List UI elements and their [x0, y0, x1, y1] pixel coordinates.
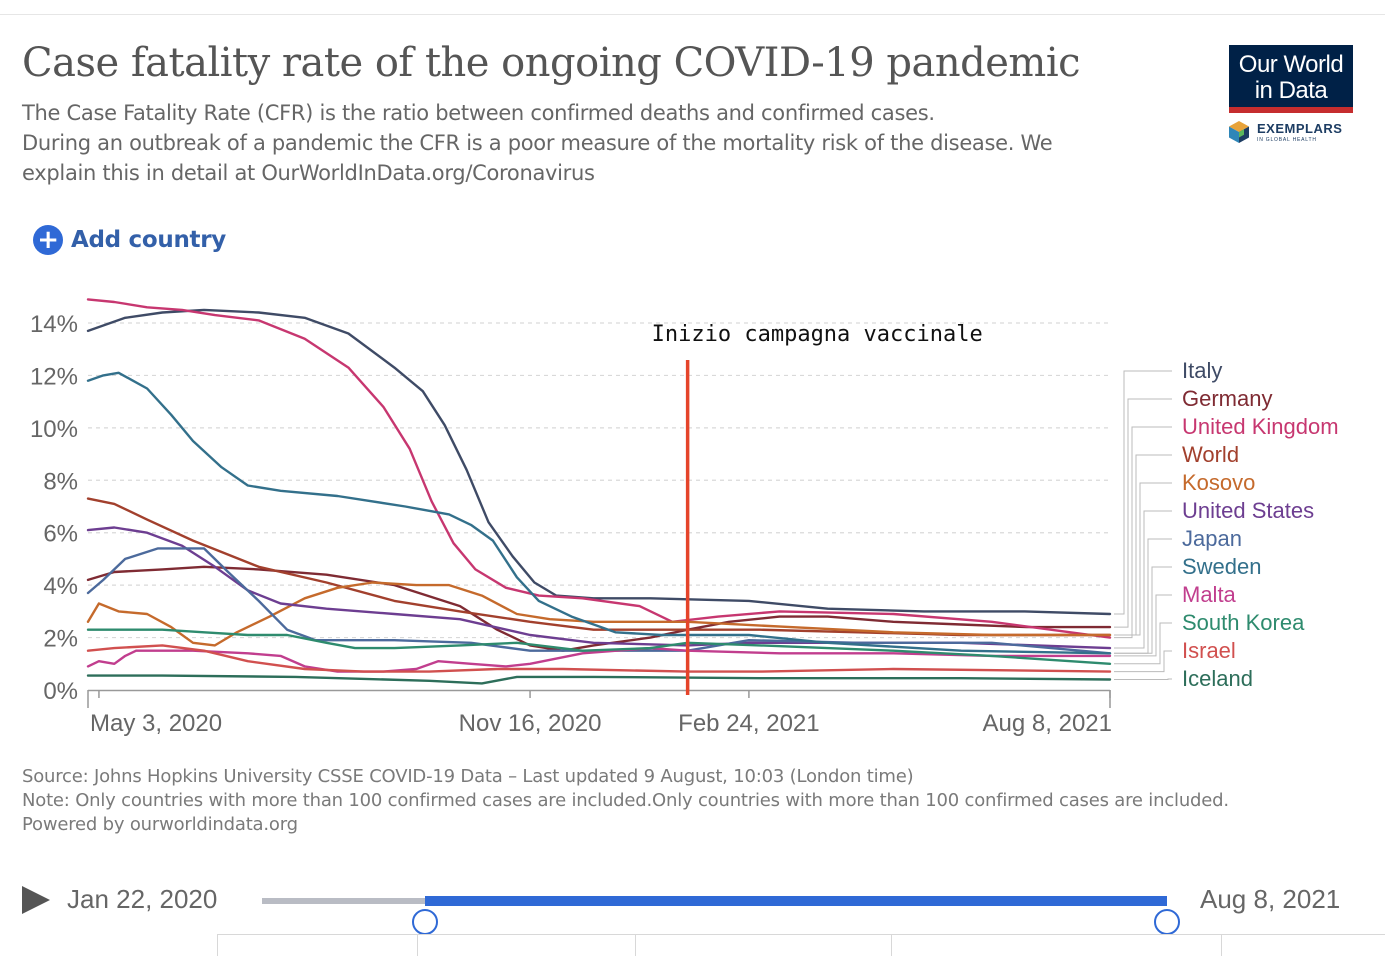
series-line-south-korea	[86, 628, 1112, 665]
legend-label-malta: Malta	[1182, 582, 1237, 607]
logo-line-2: in Data	[1254, 77, 1328, 104]
chart-subtitle: The Case Fatality Rate (CFR) is the rati…	[22, 98, 1142, 188]
y-tick-label: 2%	[43, 626, 78, 653]
add-country-label: Add country	[71, 227, 226, 253]
x-tick-label: Aug 8, 2021	[983, 710, 1112, 737]
timeline-selected-range	[424, 896, 1167, 906]
grid-lines	[88, 322, 1110, 639]
legend-label-kosovo: Kosovo	[1182, 470, 1255, 495]
exemplars-word: EXEMPLARS	[1257, 121, 1343, 136]
legend-label-germany: Germany	[1182, 386, 1272, 411]
legend-connector	[1114, 370, 1172, 615]
legend-label-japan: Japan	[1182, 526, 1242, 551]
series-line-united-states	[86, 526, 1112, 650]
chart-title: Case fatality rate of the ongoing COVID-…	[22, 40, 1081, 86]
legend-label-world: World	[1182, 442, 1239, 467]
add-country-button[interactable]: + Add country	[33, 225, 226, 255]
plus-icon: +	[33, 225, 63, 255]
exemplars-cube-icon	[1229, 121, 1249, 143]
legend-label-united-kingdom: United Kingdom	[1182, 414, 1339, 439]
legend-connector	[1114, 398, 1172, 628]
y-tick-label: 8%	[43, 468, 78, 495]
y-tick-label: 14%	[30, 311, 78, 338]
x-axis: May 3, 2020 Nov 16, 2020 Feb 24, 2021 Aug 8…	[87, 689, 1112, 737]
timeline-start-label: Jan 22, 2020	[67, 884, 218, 914]
legend-connector	[1114, 566, 1172, 654]
legend-label-south-korea: South Korea	[1182, 610, 1305, 635]
tab-bar	[217, 934, 1385, 956]
legend-connector	[1114, 678, 1172, 681]
timeline-track[interactable]	[262, 896, 1180, 935]
y-tick-label: 10%	[30, 416, 78, 443]
legend-connector	[1114, 510, 1172, 649]
legend-label-sweden: Sweden	[1182, 554, 1262, 579]
legend-connector	[1114, 650, 1172, 673]
x-tick-label: May 3, 2020	[90, 710, 222, 737]
series-line-japan	[86, 547, 1112, 655]
cases-note: Note: Only countries with more than 100 …	[22, 790, 1229, 811]
legend-label-iceland: Iceland	[1182, 666, 1253, 691]
series-line-malta	[86, 646, 1112, 673]
source-note: Source: Johns Hopkins University CSSE CO…	[22, 766, 914, 787]
x-tick-label: Nov 16, 2020	[459, 710, 602, 737]
chart-footer: Source: Johns Hopkins University CSSE CO…	[22, 765, 1272, 837]
timeline-start-handle[interactable]	[411, 909, 438, 935]
powered-by-link[interactable]: Powered by ourworldindata.org	[22, 814, 298, 835]
legend-connector	[1114, 454, 1172, 636]
y-tick-label: 4%	[43, 573, 78, 600]
legend-connector	[1114, 426, 1172, 639]
logo-line-1: Our World	[1238, 51, 1344, 78]
series-line-kosovo	[86, 581, 1112, 647]
series-line-iceland	[86, 674, 1112, 685]
series-line-italy	[86, 308, 1112, 616]
series-line-world	[86, 497, 1112, 637]
owid-logo[interactable]: Our World in Data	[1229, 45, 1353, 113]
tab-sources[interactable]	[891, 935, 1221, 956]
tab-download[interactable]	[1221, 935, 1385, 956]
tab-table[interactable]	[635, 935, 891, 956]
timeline-end-handle[interactable]	[1154, 909, 1180, 935]
series-line-sweden	[86, 371, 1112, 655]
subtitle-line: During an outbreak of a pandemic the CFR…	[22, 131, 1053, 155]
timeline-end-label: Aug 8, 2021	[1200, 884, 1341, 914]
tab-map[interactable]	[417, 935, 635, 956]
x-tick-label: Feb 24, 2021	[678, 710, 819, 737]
legend-connector	[1114, 594, 1172, 657]
y-tick-label: 6%	[43, 521, 78, 548]
exemplars-logo[interactable]: EXEMPLARS IN GLOBAL HEALTH	[1227, 120, 1357, 146]
legend-connector	[1114, 482, 1172, 636]
series-line-united-kingdom	[86, 298, 1112, 639]
tab-chart[interactable]	[217, 935, 417, 956]
legend-connector	[1114, 622, 1172, 665]
series-line-israel	[86, 644, 1112, 673]
legend-label-united-states: United States	[1182, 498, 1314, 523]
subtitle-line: The Case Fatality Rate (CFR) is the rati…	[22, 101, 935, 125]
legend: Italy Germany United Kingdom World Kosovo Uni…	[1114, 358, 1339, 691]
series-lines	[86, 298, 1112, 685]
y-tick-label: 12%	[30, 363, 78, 390]
timeline-control: Jan 22, 2020 Aug 8, 2021	[0, 876, 1385, 935]
exemplars-subtitle: IN GLOBAL HEALTH	[1257, 137, 1317, 143]
subtitle-line: explain this in detail at OurWorldInData…	[22, 161, 595, 185]
y-tick-label: 0%	[43, 678, 78, 705]
legend-connector	[1114, 538, 1172, 654]
play-icon[interactable]	[22, 886, 50, 914]
vaccine-annotation: Inizio campagna vaccinale	[652, 322, 983, 695]
y-axis-ticks: 0% 2% 4% 6% 8% 10% 12% 14%	[30, 311, 78, 705]
legend-label-israel: Israel	[1182, 638, 1236, 663]
annotation-label: Inizio campagna vaccinale	[652, 322, 983, 347]
legend-label-italy: Italy	[1182, 358, 1222, 383]
chart-frame	[0, 14, 1385, 956]
